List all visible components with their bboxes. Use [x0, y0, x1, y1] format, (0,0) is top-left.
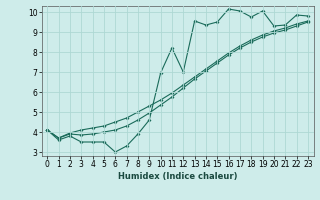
X-axis label: Humidex (Indice chaleur): Humidex (Indice chaleur)	[118, 172, 237, 181]
